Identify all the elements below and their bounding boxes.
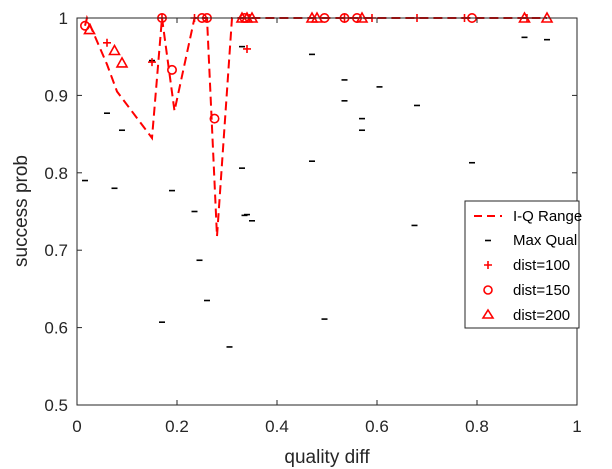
y-tick-label: 0.6 <box>44 319 68 338</box>
data-point <box>243 44 251 53</box>
legend-plus-marker-icon <box>484 261 492 269</box>
y-tick-label: 1 <box>59 9 68 28</box>
y-axis-label: success prob <box>11 155 32 267</box>
x-tick-label: 0 <box>72 417 81 436</box>
legend-entry-dist-200: dist=200 <box>481 307 570 324</box>
y-tick-label: 0.9 <box>44 86 68 105</box>
legend-label: dist=100 <box>513 257 570 274</box>
x-tick-label: 0.6 <box>365 417 389 436</box>
data-point <box>83 22 96 35</box>
data-point <box>115 56 129 68</box>
data-point <box>167 64 178 75</box>
legend-entry-iq-range: I-Q Range <box>474 208 582 225</box>
legend-circle-marker-icon <box>483 285 493 295</box>
data-point <box>209 113 220 124</box>
series-max-qual <box>82 36 550 348</box>
x-axis-label: quality diff <box>284 447 370 468</box>
legend-label: I-Q Range <box>513 208 582 225</box>
legend-label: dist=200 <box>513 307 570 324</box>
x-tick-label: 0.8 <box>465 417 489 436</box>
x-tick-label: 0.4 <box>265 417 289 436</box>
legend-entry-max-qual: Max Qual <box>485 232 577 249</box>
legend: I-Q Range Max Qual dist=100 dist=150 dis… <box>464 200 582 329</box>
legend-entry-dist-150: dist=150 <box>483 282 570 299</box>
axis-ticks: 0 0.2 0.4 0.6 0.8 1 0.5 0.6 0.7 0.8 0.9 1 <box>44 9 581 436</box>
y-tick-label: 0.8 <box>44 164 68 183</box>
y-tick-label: 0.7 <box>44 241 68 260</box>
legend-label: dist=150 <box>513 282 570 299</box>
data-point <box>103 38 111 47</box>
y-tick-label: 0.5 <box>44 396 68 415</box>
x-tick-label: 1 <box>572 417 581 436</box>
legend-label: Max Qual <box>513 232 577 249</box>
data-point <box>148 58 156 67</box>
legend-triangle-marker-icon <box>481 308 495 319</box>
legend-entry-dist-100: dist=100 <box>484 257 570 274</box>
x-tick-label: 0.2 <box>165 417 189 436</box>
data-point <box>108 43 121 56</box>
